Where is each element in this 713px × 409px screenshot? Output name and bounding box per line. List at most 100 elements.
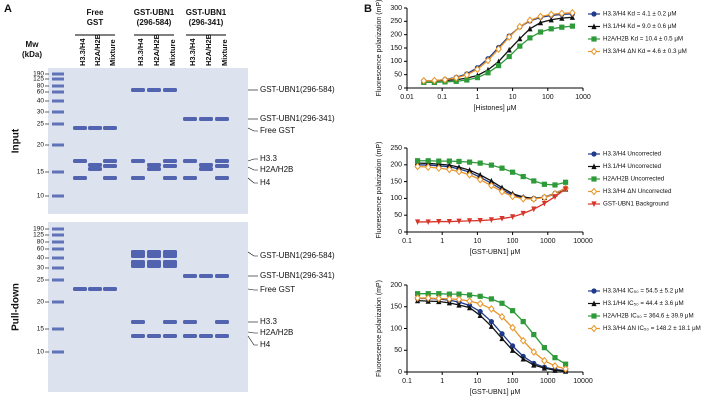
marker [548,26,554,32]
gel-band [147,88,161,92]
gel-band [183,334,197,338]
marker-label: 60 [37,246,45,253]
band-label: GST-UBN1(296-341) [260,114,335,123]
row-label: Pull-down [11,283,22,331]
marker [541,364,547,371]
marker [495,58,502,65]
marker [499,165,505,171]
marker [547,10,555,19]
panel-label: A [4,3,12,15]
marker [466,171,473,179]
legend-label: H3.3/H4 IC₅₀ = 54.5 ± 5.2 μM [603,288,684,295]
marker [517,43,523,49]
y-axis-label: Fluorescence polarization (mP) [376,280,383,377]
marker [456,164,462,170]
marker [527,35,533,41]
gel-band [103,176,117,180]
marker [425,291,431,297]
legend-marker [591,288,597,294]
gel-band [88,287,102,291]
legend-marker [591,176,597,182]
marker [476,175,484,184]
leader [247,335,258,346]
series-line [417,188,566,223]
lane-label: H2A/H2B [152,33,161,66]
leader [247,331,258,334]
gel-band [131,88,145,92]
marker [552,194,558,200]
marker [420,76,428,85]
marker [488,323,495,329]
marker [477,171,483,178]
y-tick-label: 200 [390,282,402,289]
marker [562,365,569,373]
y-tick-label: 250 [390,145,402,152]
lane-label: Mixture [220,39,229,66]
gel-band [163,88,177,92]
marker [562,361,569,367]
x-tick-label: 0.1 [402,378,412,385]
marker [436,158,442,164]
marker [552,182,558,188]
marker [526,16,534,25]
x-tick-label: 1 [440,238,444,245]
marker [541,200,547,207]
marker [477,160,483,166]
x-tick-label: 1000 [540,238,556,245]
gel-band [88,163,102,167]
marker [498,187,506,196]
legend-marker [590,324,598,333]
marker [530,348,538,356]
marker [488,318,495,325]
marker-label: 190 [33,226,44,233]
leader [247,158,258,162]
band-label: Free GST [260,126,295,135]
marker [488,296,495,302]
x-tick-label: 0.1 [402,238,412,245]
x-tick-label: 100 [507,238,519,245]
marker [509,323,516,332]
gel-band [199,334,213,338]
ladder-band [52,233,64,237]
gel-band [215,164,229,168]
marker [569,8,576,17]
marker [446,165,453,174]
marker [562,179,569,185]
ladder-band [52,266,64,270]
marker-label: 190 [33,71,44,78]
gel-band [88,126,102,130]
marker-label: 25 [37,121,45,128]
gel-band [131,176,145,180]
x-axis-label: [Histones] μM [474,105,517,112]
legend-label: H3.3/H4 ΔN IC₅₀ = 148.2 ± 18.1 μM [603,325,701,332]
y-tick-label: 100 [390,325,402,332]
band-label: Free GST [260,285,295,294]
marker [541,181,547,187]
ladder-band [52,227,64,231]
gel-band [103,159,117,163]
y-tick-label: 0 [398,369,402,376]
x-tick-label: 10 [474,378,482,385]
marker [456,218,462,225]
marker [424,163,432,172]
y-tick-label: 50 [394,212,402,219]
group-title: Free [87,8,104,17]
legend-label: H3.3/H4 ΔN Kd = 4.6 ± 0.3 μM [603,48,687,55]
marker [446,291,452,297]
marker [466,218,473,225]
marker [436,161,442,167]
legend-label: H3.3/H4 Kd = 4.1 ± 0.2 μM [603,11,677,18]
y-tick-label: 0 [398,229,402,236]
marker [499,215,505,222]
ladder-band [52,84,64,88]
legend-marker [590,187,598,196]
marker [455,167,463,176]
ladder-band [52,350,64,354]
legend-label: H3.3/H4 ΔN Uncorrected [603,188,672,195]
lane-label: H3.3/H4 [78,38,87,66]
marker [456,301,462,308]
gel-band [147,260,161,268]
gel-band [183,320,197,324]
marker [531,206,537,213]
marker [510,214,516,220]
